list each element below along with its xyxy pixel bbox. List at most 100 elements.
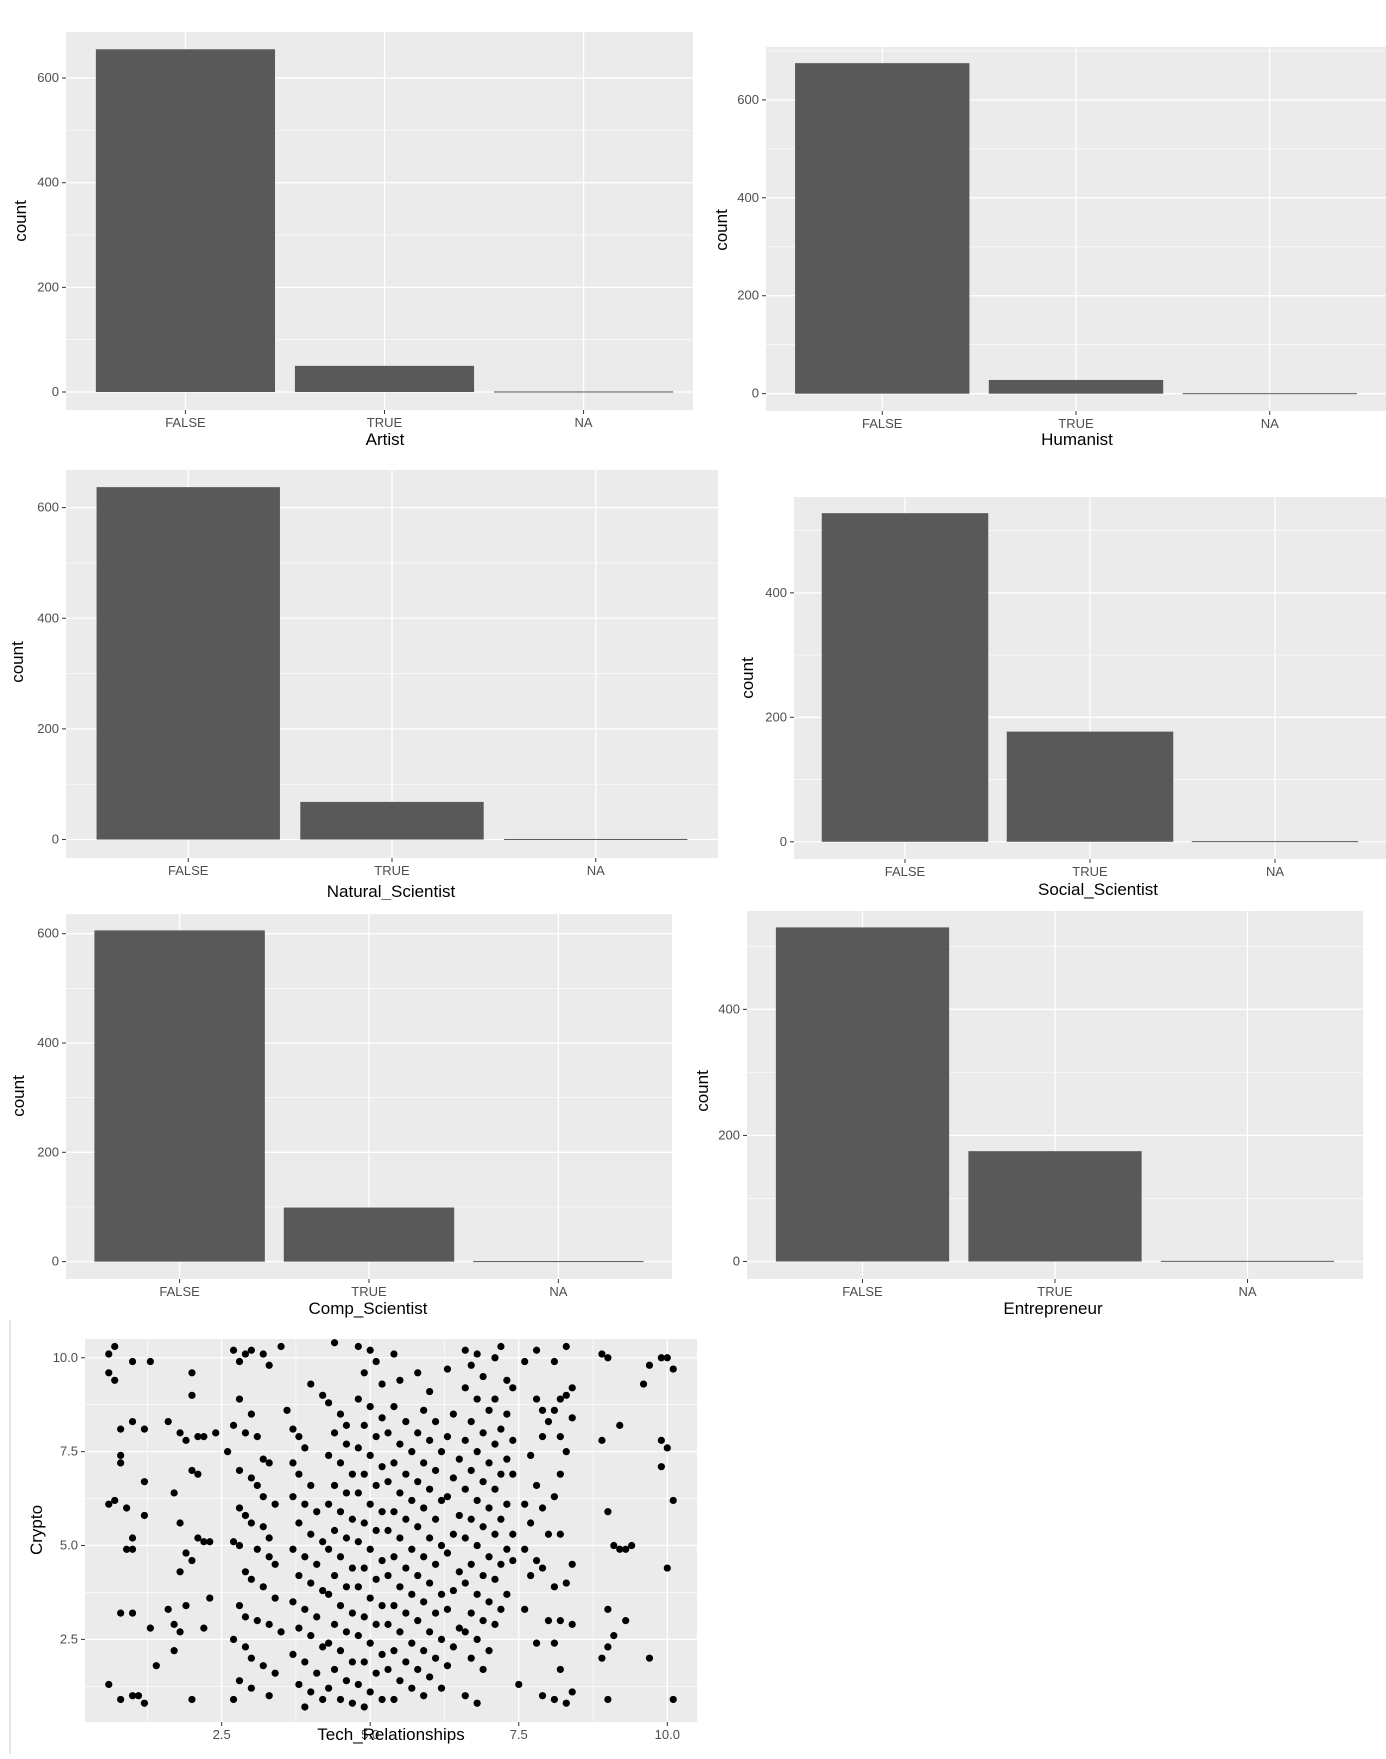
scatter-point bbox=[176, 1519, 184, 1527]
scatter-point bbox=[289, 1598, 297, 1606]
scatter-point bbox=[235, 1601, 244, 1610]
scatter-point bbox=[568, 1384, 576, 1392]
scatter-point bbox=[509, 1470, 517, 1478]
x-tick-label: 7.5 bbox=[510, 1727, 528, 1742]
scatter-point bbox=[253, 1433, 261, 1441]
scatter-point bbox=[105, 1369, 113, 1377]
scatter-point bbox=[313, 1669, 321, 1677]
scatter-point bbox=[562, 1448, 570, 1456]
scatter-point bbox=[408, 1448, 416, 1456]
scatter-point bbox=[378, 1463, 386, 1471]
scatter-point bbox=[562, 1579, 570, 1587]
scatter-point bbox=[117, 1425, 125, 1433]
scatter-point bbox=[259, 1523, 267, 1531]
scatter-point bbox=[467, 1609, 475, 1617]
scatter-point bbox=[473, 1395, 481, 1403]
bar-true bbox=[968, 1151, 1142, 1262]
scatter-point bbox=[212, 1429, 220, 1437]
scatter-point bbox=[544, 1617, 553, 1625]
scatter-point bbox=[479, 1665, 487, 1674]
scatter-point bbox=[443, 1365, 452, 1373]
scatter-point bbox=[431, 1515, 440, 1523]
scatter-point bbox=[455, 1568, 463, 1576]
bar-na bbox=[1182, 393, 1357, 395]
scatter-point bbox=[348, 1699, 356, 1707]
scatter-point bbox=[117, 1451, 125, 1460]
scatter-point bbox=[265, 1620, 273, 1628]
scatter-point bbox=[390, 1350, 398, 1358]
scatter-point bbox=[538, 1504, 547, 1512]
scatter-point bbox=[479, 1571, 487, 1580]
scatter-point bbox=[271, 1669, 279, 1677]
scatter-point bbox=[194, 1470, 202, 1478]
scatter-point bbox=[354, 1489, 362, 1497]
x-tick-label: 5.0 bbox=[361, 1727, 379, 1742]
scatter-point bbox=[360, 1421, 368, 1429]
scatter-point bbox=[467, 1560, 475, 1568]
chart-svg: 0 200 400 FALSE TRUE NA count Entrepreneur bbox=[693, 911, 1363, 1318]
scatter-point bbox=[604, 1695, 612, 1704]
scatter-point bbox=[330, 1665, 339, 1674]
scatter-point bbox=[366, 1451, 374, 1460]
scatter-point bbox=[467, 1361, 475, 1369]
scatter-point bbox=[307, 1530, 315, 1538]
scatter-point bbox=[473, 1541, 481, 1550]
scatter-point bbox=[503, 1455, 511, 1463]
scatter-point bbox=[473, 1635, 481, 1643]
scatter-point bbox=[200, 1624, 208, 1632]
scatter-point bbox=[336, 1508, 345, 1516]
scatter-point bbox=[562, 1391, 570, 1399]
scatter-point bbox=[122, 1545, 131, 1553]
scatter-point bbox=[330, 1526, 339, 1535]
y-tick-label: 0 bbox=[52, 832, 59, 847]
chart-svg: 0 200 400 600 FALSE TRUE NA count Comp_Scienti… bbox=[9, 914, 672, 1318]
scatter-point bbox=[497, 1560, 505, 1568]
scatter-point bbox=[598, 1654, 606, 1662]
scatter-point bbox=[503, 1376, 511, 1384]
scatter-point bbox=[491, 1354, 499, 1362]
scatter-point bbox=[152, 1662, 160, 1670]
scatter-point bbox=[390, 1459, 398, 1467]
scatter-point bbox=[164, 1605, 172, 1613]
scatter-point bbox=[105, 1350, 113, 1358]
scatter-point bbox=[366, 1346, 374, 1354]
scatter-point bbox=[556, 1617, 564, 1625]
scatter-point bbox=[396, 1489, 404, 1497]
scatter-point bbox=[366, 1500, 374, 1508]
scatter-point bbox=[384, 1620, 392, 1628]
scatter-point bbox=[663, 1354, 671, 1362]
scatter-point bbox=[390, 1402, 398, 1411]
scatter-point bbox=[414, 1523, 422, 1531]
scatter-point bbox=[449, 1586, 457, 1595]
scatter-point bbox=[414, 1369, 422, 1377]
scatter-point bbox=[532, 1395, 541, 1403]
scatter-point bbox=[455, 1511, 463, 1520]
scatter-point bbox=[402, 1470, 410, 1478]
scatter-point bbox=[360, 1369, 368, 1377]
scatter-point bbox=[437, 1590, 446, 1598]
scatter-point bbox=[402, 1564, 410, 1572]
scatter-point bbox=[253, 1481, 261, 1490]
scatter-point bbox=[568, 1620, 576, 1628]
scatter-point bbox=[390, 1695, 398, 1704]
scatter-point bbox=[527, 1451, 535, 1460]
scatter-point bbox=[259, 1662, 267, 1670]
y-tick-label: 7.5 bbox=[60, 1444, 78, 1459]
scatter-point bbox=[372, 1481, 380, 1490]
scatter-point bbox=[509, 1530, 517, 1538]
y-tick-label: 0 bbox=[780, 834, 787, 849]
scatter-point bbox=[503, 1590, 511, 1598]
x-tick-label: TRUE bbox=[1072, 864, 1108, 879]
scatter-point bbox=[497, 1425, 505, 1433]
scatter-point bbox=[241, 1643, 250, 1651]
x-tick-label: NA bbox=[575, 415, 593, 430]
scatter-point bbox=[420, 1598, 428, 1606]
scatter-point bbox=[485, 1647, 493, 1655]
scatter-point bbox=[437, 1448, 446, 1456]
scatter-point bbox=[241, 1511, 250, 1520]
scatter-point bbox=[111, 1376, 119, 1384]
scatter-point bbox=[443, 1549, 452, 1557]
scatter-point bbox=[140, 1425, 149, 1433]
scatter-point bbox=[182, 1549, 190, 1557]
scatter-point bbox=[467, 1654, 475, 1662]
